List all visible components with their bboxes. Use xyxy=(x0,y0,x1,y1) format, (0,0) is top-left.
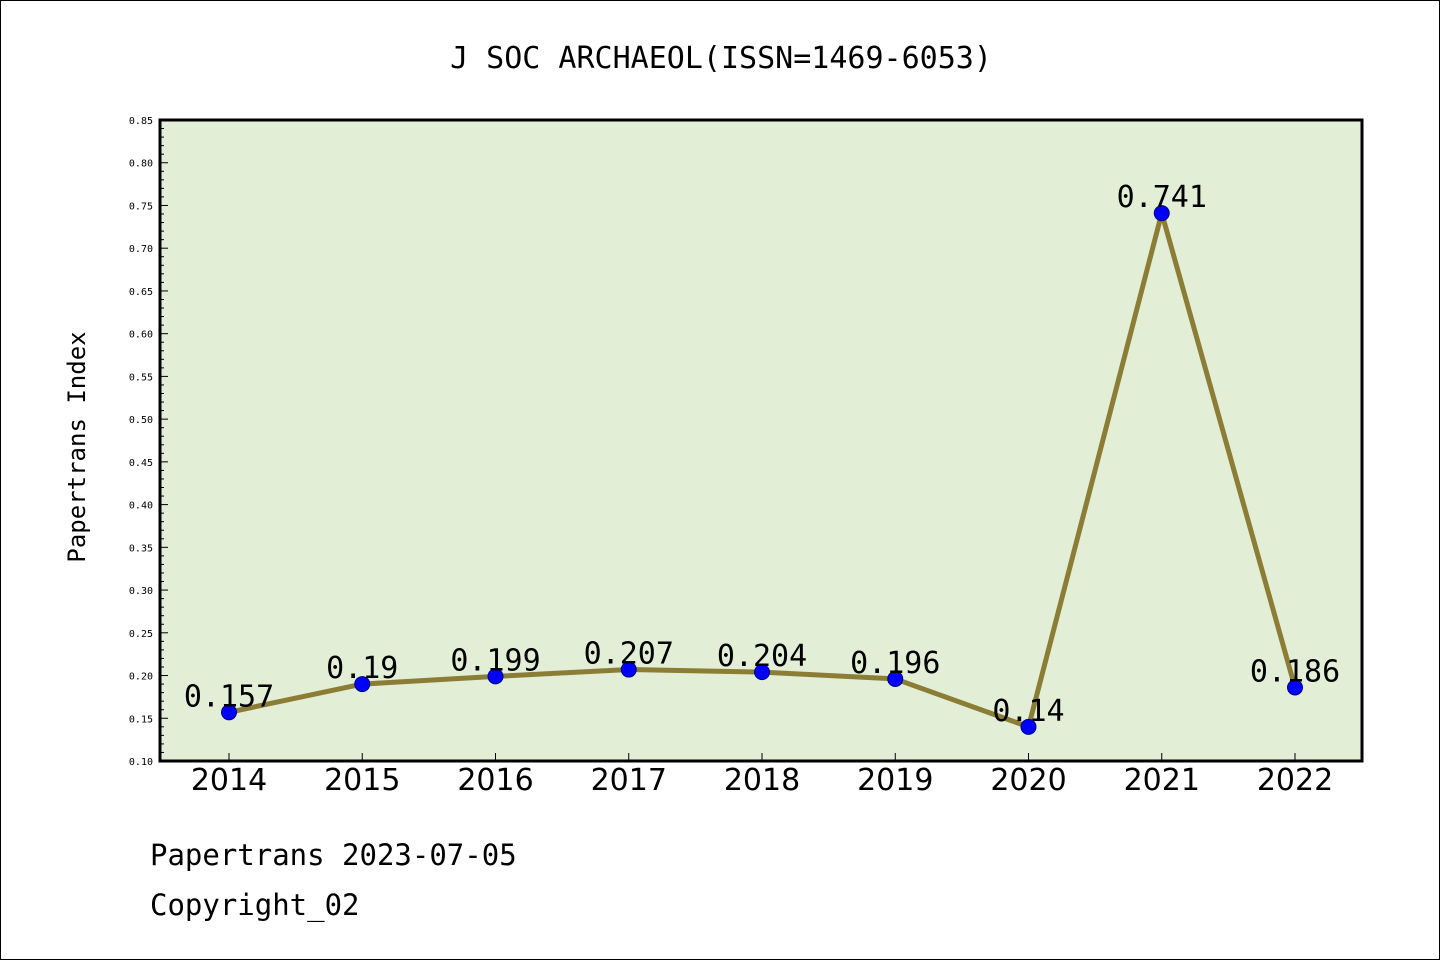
x-tick-label: 2016 xyxy=(457,763,533,798)
data-label: 0.204 xyxy=(717,639,807,674)
data-point xyxy=(221,704,237,721)
data-point xyxy=(487,668,504,685)
y-tick-label: 0.80 xyxy=(129,159,153,170)
x-tick-label: 2018 xyxy=(724,763,800,798)
data-label: 0.14 xyxy=(992,694,1064,729)
y-axis-ticks: 0.10 0.15 0.20 0.25 0.30 0.35 0.40 0.45 0.50 0.55… xyxy=(129,116,168,768)
y-axis-label: Papertrans Index xyxy=(63,331,91,562)
x-tick-label: 2022 xyxy=(1257,763,1333,798)
y-tick-label: 0.30 xyxy=(129,586,153,597)
plot-area xyxy=(158,118,1364,763)
y-tick-label: 0.15 xyxy=(129,714,153,725)
data-label: 0.741 xyxy=(1117,180,1207,215)
y-tick-label: 0.50 xyxy=(129,415,153,426)
data-label: 0.207 xyxy=(584,637,674,672)
y-tick-label: 0.35 xyxy=(129,543,153,554)
data-point xyxy=(1153,205,1170,222)
footer-copyright: Copyright_02 xyxy=(150,888,360,923)
y-tick-label: 0.10 xyxy=(129,757,153,768)
x-tick-label: 2020 xyxy=(990,763,1066,798)
data-point xyxy=(1287,679,1303,696)
chart-title: J SOC ARCHAEOL(ISSN=1469-6053) xyxy=(450,41,992,76)
data-label: 0.196 xyxy=(850,646,940,681)
data-label: 0.157 xyxy=(184,679,274,714)
data-point xyxy=(354,676,371,693)
x-axis-ticks: 2014 2015 2016 2017 2018 2019 2020 2021 2022 xyxy=(191,753,1333,798)
data-point xyxy=(887,670,904,687)
data-label: 0.199 xyxy=(450,643,540,678)
y-tick-label: 0.45 xyxy=(129,458,153,469)
x-tick-label: 2021 xyxy=(1124,763,1200,798)
footer-date: Papertrans 2023-07-05 xyxy=(150,838,517,872)
data-labels: 0.157 0.19 0.199 0.207 0.204 0.196 0.14 0.741 0.… xyxy=(184,180,1340,729)
data-point xyxy=(754,664,770,681)
data-label: 0.19 xyxy=(326,651,398,686)
y-tick-label: 0.65 xyxy=(129,287,153,298)
x-tick-label: 2015 xyxy=(324,763,400,798)
y-tick-label: 0.75 xyxy=(129,201,153,212)
y-tick-label: 0.20 xyxy=(129,672,153,683)
x-tick-label: 2014 xyxy=(191,763,267,798)
data-label: 0.186 xyxy=(1250,654,1340,689)
y-tick-label: 0.60 xyxy=(129,330,153,341)
x-tick-label: 2019 xyxy=(857,763,933,798)
series-papertrans-index xyxy=(221,205,1303,735)
y-tick-label: 0.55 xyxy=(129,372,153,383)
y-tick-label: 0.40 xyxy=(129,501,153,512)
y-tick-label: 0.70 xyxy=(129,244,153,255)
data-point xyxy=(620,661,637,678)
y-tick-label: 0.25 xyxy=(129,629,153,640)
data-point xyxy=(1020,718,1037,735)
x-tick-label: 2017 xyxy=(591,763,667,798)
y-tick-label: 0.85 xyxy=(129,116,153,127)
